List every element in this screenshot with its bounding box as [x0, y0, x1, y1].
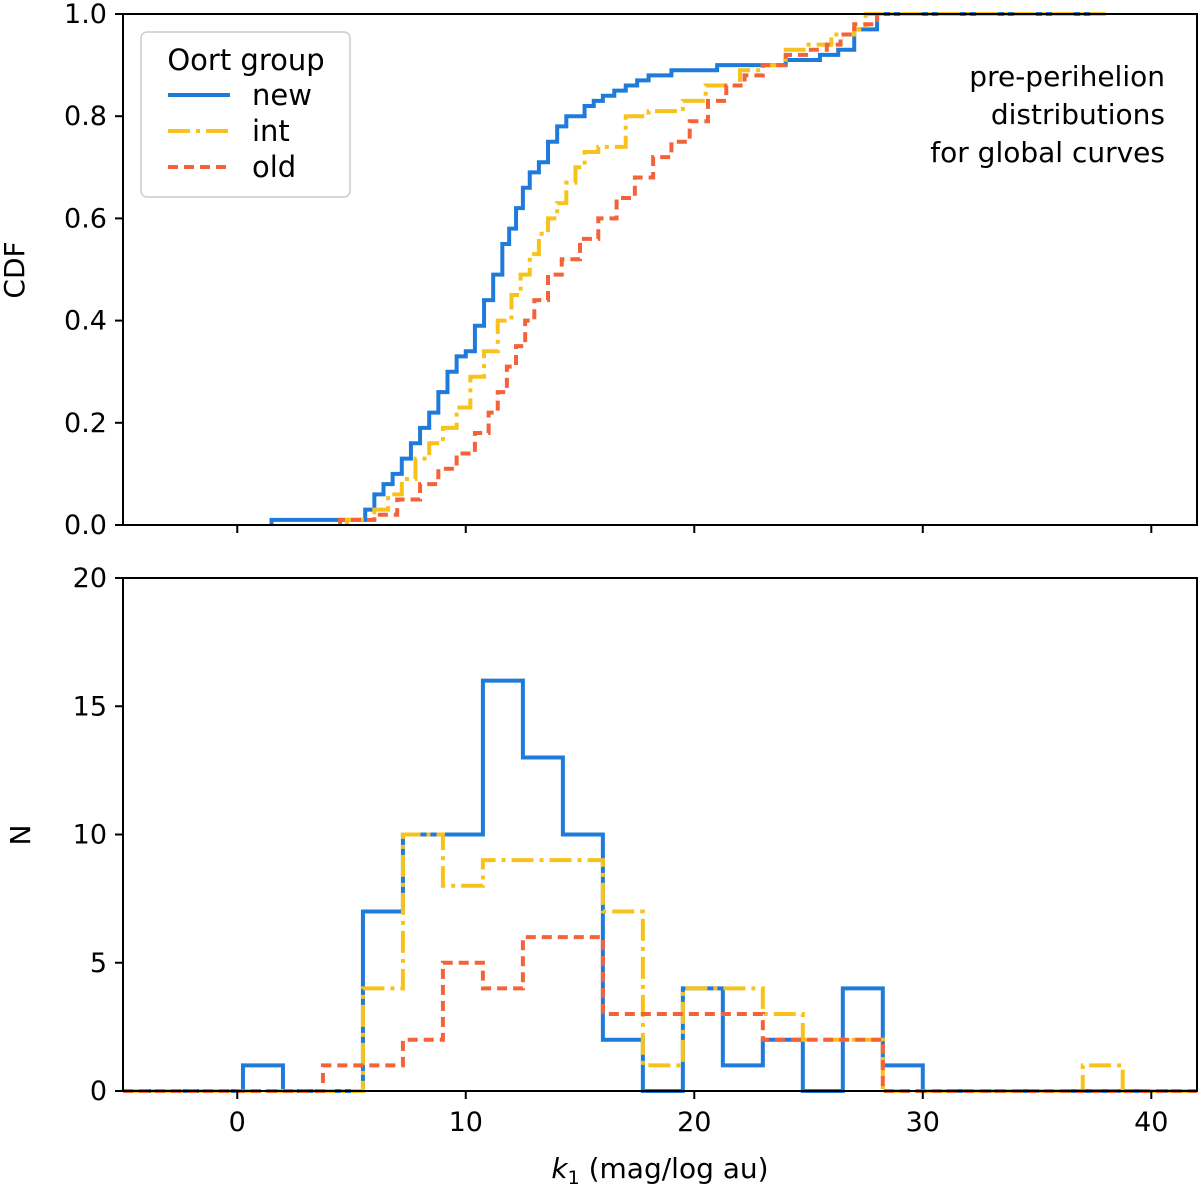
cdf-y-axis-label: CDF: [0, 241, 31, 298]
histogram-x-axis-label: k1 (mag/log au): [551, 1152, 768, 1189]
cdf-line-old: [338, 14, 880, 525]
histogram-ytick-label: 10: [73, 820, 107, 851]
cdf-line-new: [269, 12, 1106, 525]
histogram-panel: 0 5 10 15 20 0 10 20 30 40 N k1 (mag/log au): [4, 563, 1198, 1189]
cdf-ytick-label: 0.8: [64, 101, 107, 132]
annotation-line-3: for global curves: [930, 136, 1165, 169]
histogram-x-ticks: 0 10 20 30 40: [229, 1091, 1168, 1138]
histogram-line-int: [123, 832, 1197, 1093]
cdf-ytick-label: 0.4: [64, 306, 107, 337]
histogram-ytick-label: 20: [73, 563, 107, 594]
histogram-xtick-label: 0: [229, 1107, 246, 1138]
legend-label-int: int: [252, 114, 290, 148]
cdf-y-ticks: 0.0 0.2 0.4 0.6 0.8 1.0: [64, 0, 123, 541]
cdf-ytick-label: 1.0: [64, 0, 107, 30]
cdf-series-group: [269, 12, 1106, 525]
histogram-xtick-label: 40: [1134, 1107, 1168, 1138]
cdf-panel: 0.0 0.2 0.4 0.6 0.8 1.0 CDF Oort group new in…: [0, 0, 1198, 541]
histogram-y-ticks: 0 5 10 15 20: [73, 563, 123, 1107]
histogram-y-axis-label: N: [4, 825, 37, 846]
legend-frame: [140, 31, 351, 198]
cdf-ytick-label: 0.2: [64, 408, 107, 439]
histogram-ytick-label: 5: [90, 948, 107, 979]
annotation: pre-perihelion distributions for global …: [930, 60, 1165, 169]
cdf-axes-frame: [122, 13, 1198, 526]
cdf-ytick-label: 0.0: [64, 510, 107, 541]
annotation-line-2: distributions: [991, 98, 1165, 131]
legend-label-new: new: [252, 78, 312, 112]
histogram-xtick-label: 30: [906, 1107, 940, 1138]
histogram-line-new: [123, 678, 1197, 1093]
legend-label-old: old: [252, 150, 296, 184]
legend: Oort group new int old: [140, 31, 351, 198]
histogram-ytick-label: 0: [90, 1076, 107, 1107]
histogram-xtick-label: 10: [449, 1107, 483, 1138]
histogram-xtick-label: 20: [677, 1107, 711, 1138]
histogram-ytick-label: 15: [73, 691, 107, 722]
histogram-series-group: [123, 678, 1197, 1093]
annotation-line-1: pre-perihelion: [969, 60, 1165, 93]
cdf-ytick-label: 0.6: [64, 203, 107, 234]
legend-title: Oort group: [167, 43, 324, 77]
cdf-x-ticks: [236, 525, 1153, 533]
cdf-line-int: [344, 12, 1106, 525]
